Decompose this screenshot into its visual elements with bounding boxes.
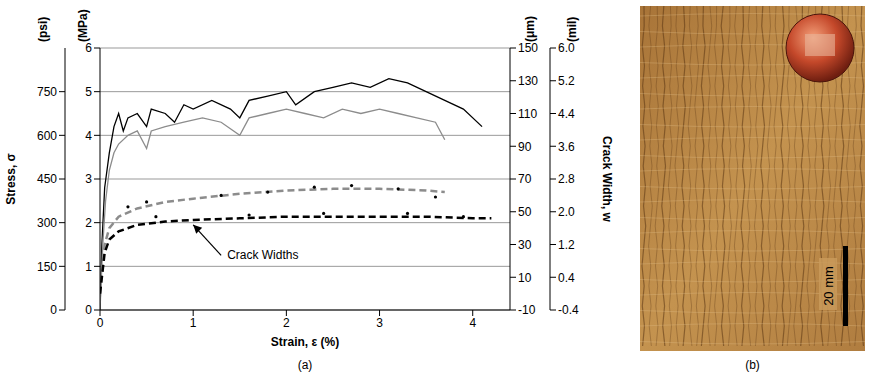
svg-text:0: 0 [50, 303, 57, 317]
svg-text:150: 150 [518, 41, 538, 55]
svg-text:70: 70 [518, 172, 532, 186]
svg-text:1.2: 1.2 [558, 238, 575, 252]
svg-text:3.6: 3.6 [558, 140, 575, 154]
svg-text:2.8: 2.8 [558, 172, 575, 186]
svg-text:2.0: 2.0 [558, 205, 575, 219]
svg-text:3: 3 [376, 316, 383, 330]
svg-text:20 mm: 20 mm [821, 266, 836, 306]
svg-text:5: 5 [85, 85, 92, 99]
svg-text:300: 300 [37, 216, 57, 230]
html-text:(b): (b) [745, 358, 760, 372]
svg-text:750: 750 [37, 85, 57, 99]
svg-text:5.2: 5.2 [558, 74, 575, 88]
svg-text:2: 2 [85, 216, 92, 230]
svg-text:Crack Width, w: Crack Width, w [600, 136, 614, 223]
svg-text:130: 130 [518, 74, 538, 88]
svg-text:Crack Widths: Crack Widths [227, 248, 298, 262]
svg-text:6: 6 [85, 41, 92, 55]
svg-text:-10: -10 [518, 303, 536, 317]
svg-text:3: 3 [85, 172, 92, 186]
svg-text:0: 0 [85, 303, 92, 317]
svg-text:(μm): (μm) [523, 16, 537, 42]
svg-text:450: 450 [37, 172, 57, 186]
svg-text:0: 0 [97, 316, 104, 330]
svg-text:150: 150 [37, 260, 57, 274]
svg-text:(mil): (mil) [565, 17, 579, 42]
svg-text:4: 4 [85, 129, 92, 143]
svg-text:10: 10 [518, 271, 532, 285]
svg-text:1: 1 [190, 316, 197, 330]
svg-text:600: 600 [37, 129, 57, 143]
svg-text:6.0: 6.0 [558, 41, 575, 55]
svg-text:(MPa): (MPa) [76, 9, 90, 42]
svg-text:(psi): (psi) [36, 17, 50, 42]
svg-text:90: 90 [518, 140, 532, 154]
svg-text:1: 1 [85, 260, 92, 274]
svg-text:50: 50 [518, 205, 532, 219]
svg-text:-0.4: -0.4 [558, 303, 579, 317]
svg-text:Stress, σ: Stress, σ [4, 153, 18, 205]
svg-text:4.4: 4.4 [558, 107, 575, 121]
svg-text:0.4: 0.4 [558, 271, 575, 285]
svg-text:4: 4 [469, 316, 476, 330]
svg-text:Strain, ε (%): Strain, ε (%) [271, 335, 339, 349]
svg-text:110: 110 [518, 107, 537, 121]
svg-text:30: 30 [518, 238, 532, 252]
svg-text:2: 2 [283, 316, 290, 330]
html-text:(a): (a) [297, 358, 313, 372]
